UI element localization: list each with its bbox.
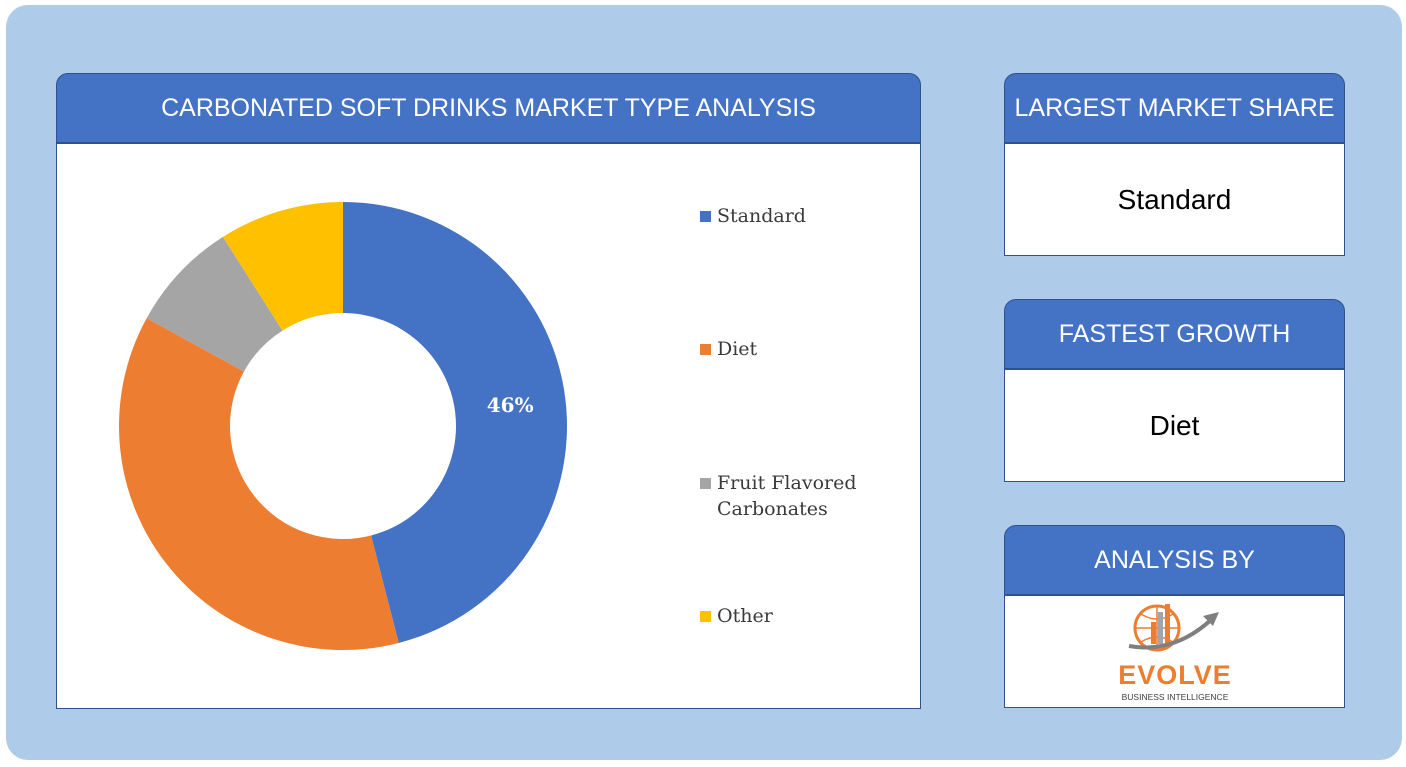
logo-word: EVOLVE (1118, 660, 1232, 690)
largest-share-body: Standard (1004, 143, 1345, 256)
legend-swatch (700, 344, 711, 355)
largest-share-value: Standard (1117, 183, 1232, 215)
donut-slice-fruit-flavored-carbonates (146, 236, 283, 372)
fastest-growth-body: Diet (1004, 369, 1345, 482)
data-label: 46% (487, 393, 534, 417)
legend-item: Standard (700, 203, 867, 229)
growth-arrow-icon (1128, 616, 1214, 649)
legend-label: Fruit Flavored Carbonates (717, 472, 857, 520)
donut-slice-other (222, 202, 343, 331)
analysis-by-body: EVOLVE BUSINESS INTELLIGENCE (1004, 595, 1345, 708)
analysis-by-panel: ANALYSIS BY EVOLVE BUSINESS INTELLIGENCE (1004, 525, 1345, 708)
legend-swatch (700, 211, 711, 222)
legend-swatch (700, 611, 711, 622)
legend-item: Fruit Flavored Carbonates (700, 470, 867, 522)
legend-item: Other (700, 603, 867, 629)
fastest-growth-panel: FASTEST GROWTH Diet (1004, 299, 1345, 482)
legend-label: Other (717, 605, 773, 627)
legend-label: Standard (717, 205, 806, 227)
chart-panel: CARBONATED SOFT DRINKS MARKET TYPE ANALY… (56, 73, 921, 709)
largest-share-title: LARGEST MARKET SHARE (1004, 73, 1345, 143)
fastest-growth-title: FASTEST GROWTH (1004, 299, 1345, 369)
largest-share-panel: LARGEST MARKET SHARE Standard (1004, 73, 1345, 256)
legend-label: Diet (717, 338, 758, 360)
legend-swatch (700, 478, 711, 489)
evolve-logo: EVOLVE BUSINESS INTELLIGENCE (1118, 603, 1232, 702)
logo-tagline: BUSINESS INTELLIGENCE (1121, 692, 1228, 702)
fastest-growth-value: Diet (1149, 409, 1200, 441)
donut-slice-diet (118, 318, 399, 650)
donut-chart: 46% (118, 202, 568, 650)
legend-item: Diet (700, 336, 867, 362)
chart-panel-title: CARBONATED SOFT DRINKS MARKET TYPE ANALY… (56, 73, 921, 143)
analysis-by-title: ANALYSIS BY (1004, 525, 1345, 595)
donut-slice-standard (343, 202, 568, 643)
